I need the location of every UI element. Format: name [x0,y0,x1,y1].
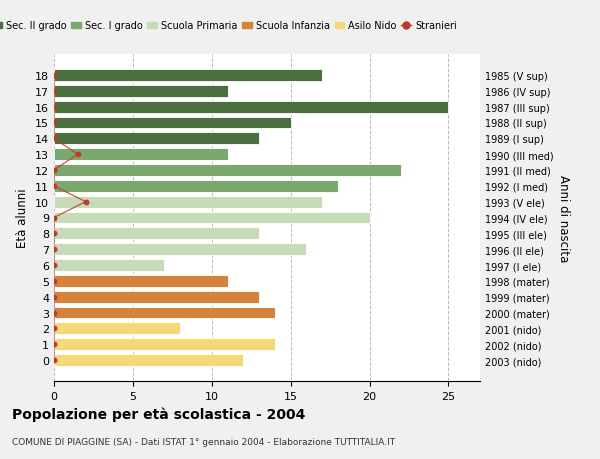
Point [49,167,59,174]
Bar [54,70,322,82]
Bar [54,354,244,366]
Bar [54,212,370,224]
Point [49,325,59,332]
Point [49,357,59,364]
Point [81,199,91,206]
Bar [54,291,259,303]
Text: COMUNE DI PIAGGINE (SA) - Dati ISTAT 1° gennaio 2004 - Elaborazione TUTTITALIA.I: COMUNE DI PIAGGINE (SA) - Dati ISTAT 1° … [12,437,395,446]
Point [49,278,59,285]
Point [49,88,59,95]
Bar [54,244,307,256]
Bar [54,259,164,271]
Legend: Sec. II grado, Sec. I grado, Scuola Primaria, Scuola Infanzia, Asilo Nido, Stran: Sec. II grado, Sec. I grado, Scuola Prim… [0,17,461,35]
Bar [54,149,227,161]
Point [49,262,59,269]
Bar [54,101,448,113]
Bar [54,228,259,240]
Bar [54,133,259,145]
Bar [54,180,338,192]
Point [49,341,59,348]
Point [49,214,59,222]
Point [49,230,59,237]
Point [49,72,59,79]
Point [49,293,59,301]
Y-axis label: Età alunni: Età alunni [16,188,29,248]
Point [49,246,59,253]
Point [49,309,59,317]
Point [49,104,59,111]
Bar [54,275,227,287]
Point [49,135,59,143]
Y-axis label: Anni di nascita: Anni di nascita [557,174,570,262]
Point [49,183,59,190]
Bar [54,86,227,98]
Bar [54,118,290,129]
Bar [54,196,322,208]
Bar [54,323,180,335]
Bar [54,307,275,319]
Text: Popolazione per età scolastica - 2004: Popolazione per età scolastica - 2004 [12,406,305,421]
Bar [54,338,275,350]
Bar [54,165,401,177]
Point [73,151,82,158]
Point [49,119,59,127]
